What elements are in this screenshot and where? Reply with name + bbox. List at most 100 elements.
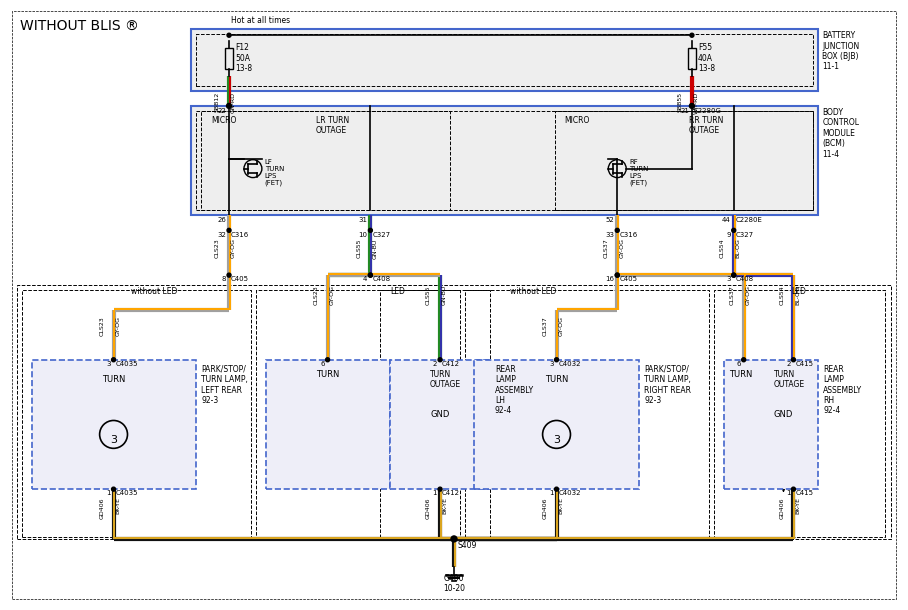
Text: PARK/STOP/
TURN LAMP,
RIGHT REAR
92-3: PARK/STOP/ TURN LAMP, RIGHT REAR 92-3	[644, 365, 691, 405]
Bar	[196, 111, 814, 210]
Bar	[724, 360, 818, 489]
Circle shape	[112, 487, 115, 491]
Text: CLS55: CLS55	[357, 239, 361, 258]
Circle shape	[369, 273, 372, 277]
Bar	[688, 48, 696, 69]
Text: 16: 16	[606, 276, 615, 282]
Circle shape	[732, 228, 735, 232]
Text: SBB12: SBB12	[215, 92, 220, 112]
Bar	[474, 360, 639, 489]
Text: CLS54: CLS54	[779, 285, 785, 305]
Circle shape	[112, 357, 115, 362]
Circle shape	[555, 357, 558, 362]
Text: LF
TURN
LPS
(FET): LF TURN LPS (FET)	[265, 159, 284, 186]
Text: 3: 3	[549, 361, 554, 367]
Text: C4032: C4032	[558, 490, 581, 496]
Text: 10: 10	[359, 232, 368, 239]
Text: TURN
OUTAGE: TURN OUTAGE	[774, 370, 804, 389]
Text: G400
10-20: G400 10-20	[443, 574, 465, 593]
Text: 52: 52	[606, 217, 615, 223]
Text: 2: 2	[786, 361, 791, 367]
Text: TURN
OUTAGE: TURN OUTAGE	[430, 370, 461, 389]
Text: C2280G: C2280G	[694, 108, 722, 114]
Text: WH-RD: WH-RD	[694, 92, 699, 114]
Text: S409: S409	[458, 541, 478, 550]
Text: C316: C316	[619, 232, 637, 239]
Text: LED: LED	[390, 287, 405, 296]
Circle shape	[732, 273, 735, 277]
Text: WITHOUT BLIS ®: WITHOUT BLIS ®	[20, 20, 139, 34]
Text: C405: C405	[619, 276, 637, 282]
Text: GY-OG: GY-OG	[115, 316, 121, 336]
Bar	[202, 111, 450, 210]
Text: RR TURN
OUTAGE: RR TURN OUTAGE	[689, 116, 724, 135]
Circle shape	[100, 420, 127, 448]
Circle shape	[616, 228, 619, 232]
Text: CLS55: CLS55	[426, 285, 431, 304]
Text: 6: 6	[321, 361, 324, 367]
Bar	[714, 290, 885, 537]
Circle shape	[369, 228, 372, 232]
Text: C408: C408	[735, 276, 754, 282]
Text: BK-YE: BK-YE	[115, 497, 121, 514]
Text: without LED: without LED	[132, 287, 178, 296]
Text: MICRO: MICRO	[212, 116, 236, 125]
Text: F55
40A
13-8: F55 40A 13-8	[698, 43, 715, 73]
Text: BK-YE: BK-YE	[795, 497, 801, 514]
Text: CLS37: CLS37	[603, 239, 608, 258]
Text: GD406: GD406	[426, 497, 431, 518]
Circle shape	[226, 104, 232, 109]
Text: 1: 1	[786, 490, 791, 496]
Circle shape	[742, 357, 745, 362]
Text: GY-OG: GY-OG	[745, 285, 751, 305]
Text: BATTERY
JUNCTION
BOX (BJB)
11-1: BATTERY JUNCTION BOX (BJB) 11-1	[823, 31, 860, 71]
Text: 22: 22	[217, 108, 226, 114]
Bar	[390, 360, 489, 489]
Text: CLS23: CLS23	[313, 285, 319, 305]
Circle shape	[451, 536, 457, 542]
Text: 3: 3	[106, 361, 111, 367]
Bar	[17, 285, 891, 539]
Text: GY-OG: GY-OG	[231, 239, 236, 258]
Text: TURN: TURN	[729, 370, 752, 379]
Text: C412: C412	[442, 490, 460, 496]
Circle shape	[543, 420, 570, 448]
Circle shape	[732, 273, 735, 277]
Text: C4035: C4035	[115, 490, 138, 496]
Text: C4032: C4032	[558, 361, 581, 367]
Text: 31: 31	[359, 217, 368, 223]
Text: GY-OG: GY-OG	[330, 285, 334, 305]
Circle shape	[792, 357, 795, 362]
Text: GND: GND	[430, 409, 449, 418]
Text: without LED: without LED	[509, 287, 556, 296]
Bar	[32, 360, 196, 489]
Text: F12
50A
13-8: F12 50A 13-8	[235, 43, 252, 73]
Text: 9: 9	[726, 232, 731, 239]
Text: C327: C327	[735, 232, 754, 239]
Text: 26: 26	[217, 217, 226, 223]
Text: 3: 3	[553, 436, 560, 445]
Text: C415: C415	[795, 490, 814, 496]
Text: CLS37: CLS37	[543, 316, 548, 336]
Text: GND: GND	[774, 409, 794, 418]
Circle shape	[227, 228, 231, 232]
Circle shape	[616, 273, 619, 277]
Text: CLS23: CLS23	[215, 239, 220, 258]
Text: LR TURN
OUTAGE: LR TURN OUTAGE	[316, 116, 349, 135]
Bar	[380, 290, 489, 537]
Text: 6: 6	[736, 361, 741, 367]
Text: 2: 2	[433, 361, 437, 367]
Text: GD406: GD406	[100, 497, 104, 518]
Text: REAR
LAMP
ASSEMBLY
LH
92-4: REAR LAMP ASSEMBLY LH 92-4	[495, 365, 534, 415]
Bar	[22, 290, 251, 537]
Text: BODY
CONTROL
MODULE
(BCM)
11-4: BODY CONTROL MODULE (BCM) 11-4	[823, 108, 859, 159]
Bar	[555, 111, 814, 210]
Text: LED: LED	[792, 287, 806, 296]
Bar	[192, 29, 818, 91]
Text: GN-RD: GN-RD	[231, 92, 236, 113]
Bar	[465, 290, 709, 537]
Circle shape	[690, 33, 694, 37]
Text: 1: 1	[432, 490, 437, 496]
Text: C415: C415	[795, 361, 814, 367]
Text: BK-YE: BK-YE	[442, 497, 447, 514]
